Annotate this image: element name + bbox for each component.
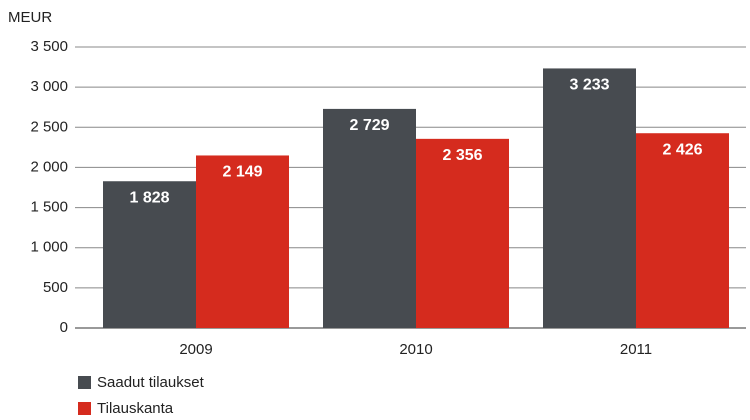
bar — [196, 155, 289, 328]
bar — [636, 133, 729, 328]
data-label: 1 828 — [129, 189, 169, 206]
y-tick-label: 2 500 — [30, 118, 68, 135]
y-tick-label: 3 500 — [30, 38, 68, 55]
legend-label: Tilauskanta — [97, 400, 174, 417]
x-tick-label: 2009 — [179, 341, 212, 358]
legend-swatch — [78, 376, 91, 389]
y-tick-label: 1 000 — [30, 239, 68, 256]
x-tick-label: 2010 — [399, 341, 432, 358]
data-label: 2 426 — [662, 141, 702, 158]
y-tick-label: 2 000 — [30, 158, 68, 175]
data-label: 3 233 — [569, 77, 609, 94]
bar — [103, 181, 196, 328]
y-tick-label: 3 000 — [30, 78, 68, 95]
data-label: 2 149 — [222, 164, 262, 181]
y-axis-label: MEUR — [8, 9, 52, 26]
y-tick-label: 0 — [60, 319, 68, 336]
legend-label: Saadut tilaukset — [97, 374, 205, 391]
data-label: 2 729 — [349, 117, 389, 134]
data-label: 2 356 — [442, 147, 482, 164]
bar — [416, 138, 509, 328]
bar — [323, 108, 416, 328]
y-tick-label: 500 — [43, 279, 68, 296]
bar — [543, 68, 636, 329]
legend-swatch — [78, 402, 91, 415]
x-tick-label: 2011 — [620, 341, 652, 358]
y-tick-label: 1 500 — [30, 199, 68, 216]
